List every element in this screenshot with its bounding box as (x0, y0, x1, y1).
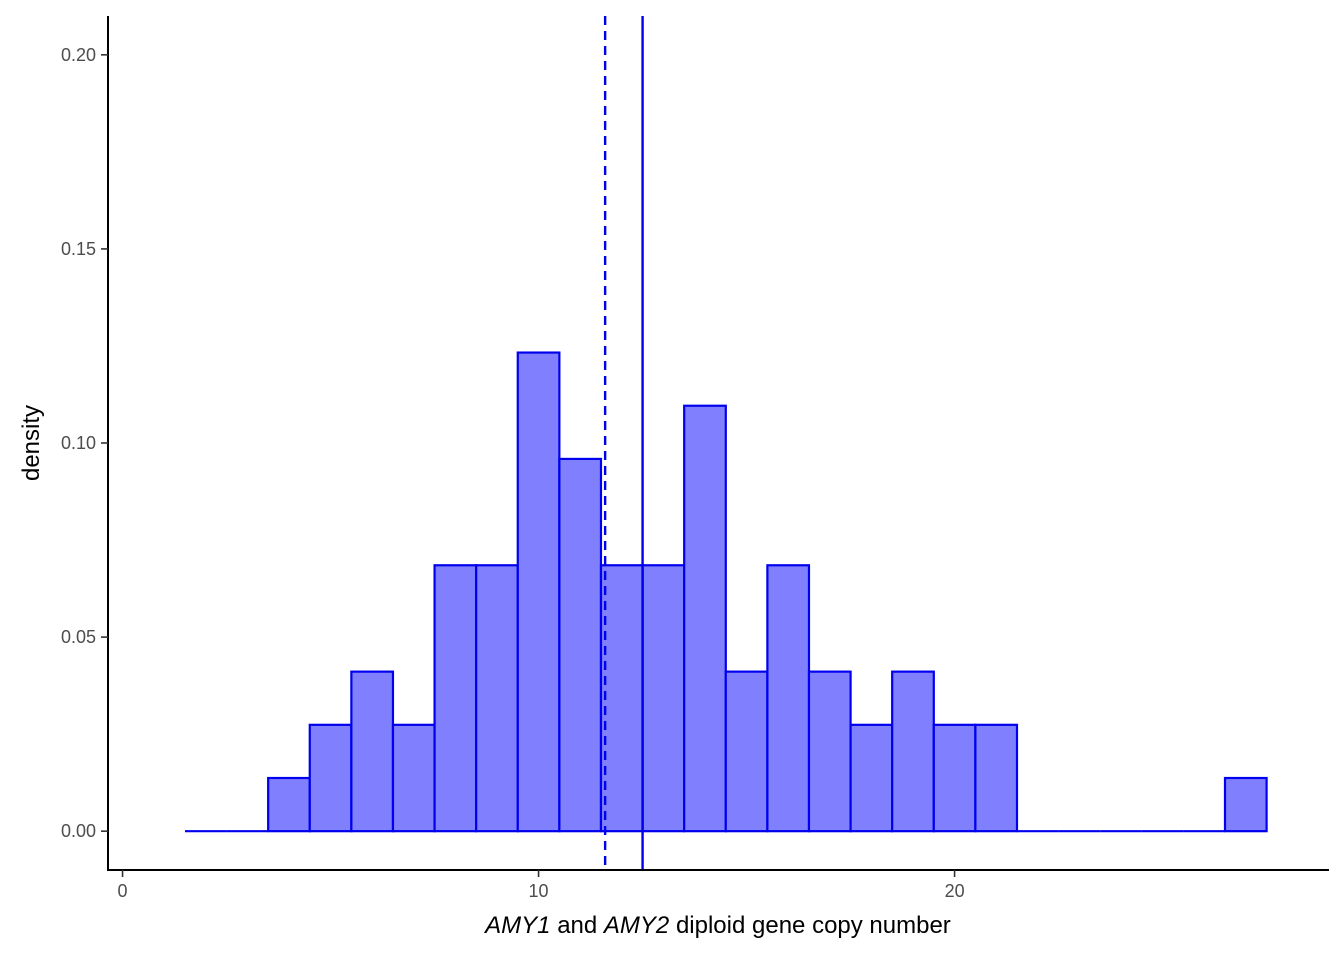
x-tick-label: 20 (945, 881, 965, 901)
histogram-bar (308, 723, 353, 833)
x-axis-title-part: AMY2 (602, 912, 669, 939)
histogram-bars (184, 351, 1268, 833)
histogram-bar (558, 457, 603, 833)
x-tick-label: 10 (529, 881, 549, 901)
y-tick-label: 0.05 (61, 627, 96, 647)
histogram-bar (599, 564, 644, 833)
reference-lines (603, 16, 644, 870)
y-axis-title: density (18, 405, 45, 481)
histogram-bar (1223, 776, 1268, 833)
x-axis-title-part: and (551, 912, 604, 939)
x-axis-title-part: diploid gene copy number (669, 912, 951, 939)
histogram-bar (475, 564, 519, 833)
y-tick-label: 0.10 (61, 433, 96, 453)
x-axis-title: AMY1 and AMY2 diploid gene copy number (483, 912, 951, 939)
y-tick-label: 0.15 (61, 239, 96, 259)
histogram-bar (350, 670, 395, 833)
histogram-bar (807, 670, 852, 833)
histogram-bar (516, 351, 561, 833)
histogram-bar (974, 723, 1019, 833)
histogram-bar (433, 564, 478, 833)
histogram-bar (849, 723, 894, 833)
x-axis-title-part: AMY1 (483, 912, 550, 939)
histogram-bar (766, 564, 811, 833)
y-tick-label: 0.20 (61, 45, 96, 65)
tick-marks (101, 54, 956, 877)
x-tick-label: 0 (118, 881, 128, 901)
histogram-bar (891, 670, 935, 833)
histogram-bar (641, 564, 686, 833)
histogram-bar (724, 670, 769, 833)
histogram-bar (391, 723, 436, 833)
histogram-bar (932, 723, 977, 833)
y-tick-label: 0.00 (61, 821, 96, 841)
histogram-bar (683, 404, 727, 833)
histogram-bar (267, 776, 311, 833)
